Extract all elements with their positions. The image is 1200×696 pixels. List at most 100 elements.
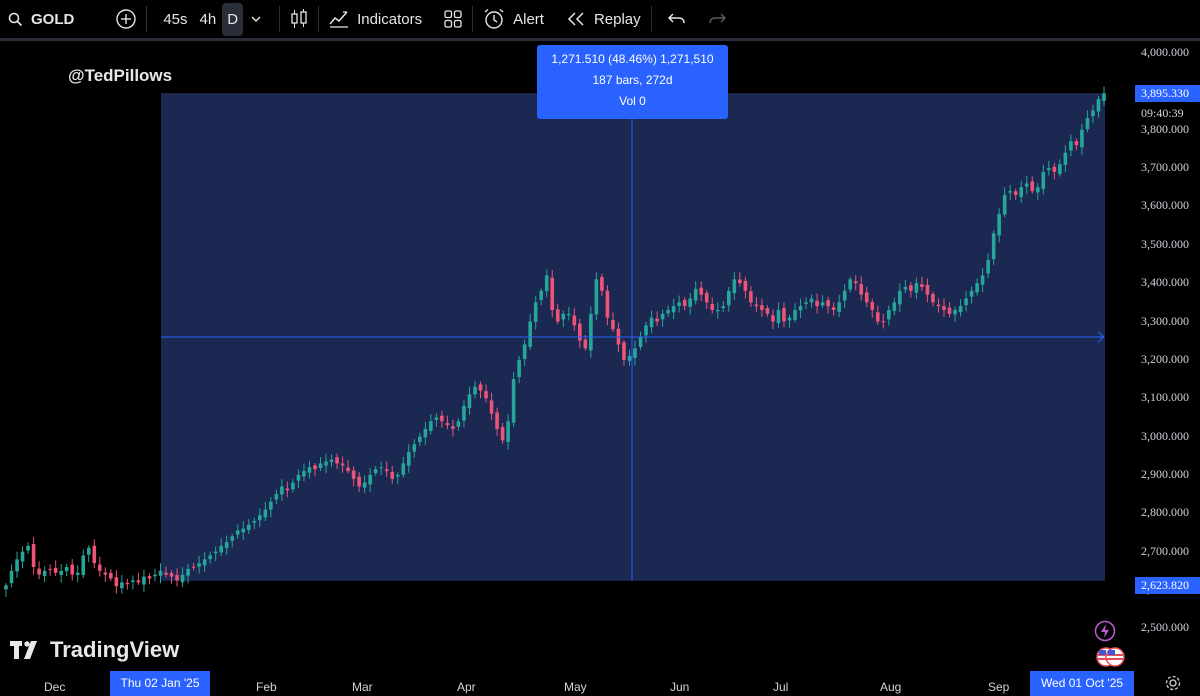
price-tick-label: 3,300.000: [1141, 313, 1189, 328]
candle-body: [953, 309, 957, 315]
candle-body: [958, 306, 963, 313]
interval-group: 45s 4h D: [157, 2, 269, 36]
candle-body: [677, 302, 681, 307]
indicators-icon: [329, 10, 349, 28]
candle-body: [142, 576, 146, 585]
toolbar-divider: [318, 6, 320, 32]
time-tick-label: Mar: [352, 680, 373, 694]
candlestick-icon: [290, 9, 308, 29]
flag-us-icon[interactable]: [1094, 647, 1126, 672]
replay-label: Replay: [593, 10, 641, 28]
candle-body: [842, 290, 847, 301]
candle-body: [64, 566, 69, 572]
undo-button[interactable]: [667, 12, 686, 26]
lightning-icon[interactable]: [1094, 620, 1116, 647]
alert-button[interactable]: Alert: [483, 8, 544, 30]
candle-body: [59, 570, 63, 575]
candle-body: [213, 551, 218, 554]
measure-change-text: 1,271.510 (48.46%) 1,271,510: [551, 52, 714, 66]
symbol-search[interactable]: GOLD: [8, 11, 74, 28]
candle-body: [749, 291, 753, 303]
rewind-icon: [566, 12, 586, 26]
candle-body: [517, 359, 521, 378]
toolbar-divider: [279, 6, 281, 32]
candle-body: [920, 284, 924, 287]
interval-4h[interactable]: 4h: [199, 10, 217, 28]
candle-body: [776, 309, 781, 324]
candle-body: [947, 307, 952, 314]
candle-body: [975, 283, 979, 293]
candle-body: [732, 279, 737, 294]
candle-body: [324, 461, 328, 466]
candle-body: [622, 342, 626, 360]
toolbar-divider: [472, 6, 474, 32]
redo-button[interactable]: [708, 12, 726, 26]
candle-body: [246, 524, 251, 530]
toolbar-divider: [146, 6, 148, 32]
candle-body: [263, 509, 268, 518]
price-tick-label: 3,600.000: [1141, 198, 1189, 213]
candle-body: [384, 469, 389, 472]
candle-body: [462, 405, 466, 421]
candle-body: [1063, 152, 1068, 165]
candle-body: [782, 308, 786, 322]
candle-body: [379, 467, 383, 469]
candle-body: [202, 559, 207, 566]
candle-body: [340, 463, 345, 466]
candle-body: [826, 300, 830, 307]
candle-body: [219, 545, 223, 553]
settings-gear-icon[interactable]: [1165, 675, 1181, 696]
tv-logo-icon: [10, 641, 44, 659]
price-tick-label: 2,900.000: [1141, 466, 1189, 481]
candle-body: [853, 281, 858, 284]
candle-body: [489, 400, 494, 414]
interval-d[interactable]: D: [222, 2, 244, 36]
alert-label: Alert: [513, 10, 544, 28]
candle-body: [914, 283, 919, 293]
top-toolbar: GOLD 45s 4h D Indicators Alert: [0, 0, 1200, 41]
grid-icon: [444, 10, 462, 28]
candle-body: [15, 559, 19, 572]
candle-body: [1035, 187, 1040, 193]
candle-body: [887, 309, 891, 320]
candle-body: [103, 572, 108, 575]
candle-body: [1013, 191, 1018, 195]
price-chart[interactable]: [0, 41, 1200, 671]
time-tick-label: Sep: [988, 680, 1010, 694]
interval-45s[interactable]: 45s: [163, 10, 188, 28]
candle-body: [362, 482, 367, 488]
replay-button[interactable]: Replay: [566, 11, 641, 28]
candle-body: [831, 307, 836, 310]
indicators-button[interactable]: Indicators: [329, 10, 422, 28]
price-tick-label: 3,000.000: [1141, 428, 1189, 443]
candle-body: [655, 318, 659, 322]
candles-layer: [4, 86, 1106, 597]
candle-body: [136, 580, 141, 583]
candle-body: [765, 308, 770, 314]
candle-body: [500, 427, 505, 441]
candle-body: [870, 302, 875, 310]
price-tick-label: 3,800.000: [1141, 121, 1189, 136]
candle-body: [760, 305, 764, 310]
candle-body: [578, 323, 582, 341]
time-tick-label: Jul: [773, 680, 789, 694]
countdown-label: 09:40:39: [1141, 106, 1184, 120]
price-tick-label: 4,000.000: [1141, 45, 1189, 59]
candle-body: [644, 325, 648, 336]
alarm-clock-icon: [483, 8, 505, 30]
candle-body: [285, 488, 290, 491]
indicators-label: Indicators: [357, 10, 423, 28]
candle-body: [258, 515, 262, 521]
chart-type-button[interactable]: [290, 9, 308, 29]
compare-button[interactable]: [116, 9, 137, 29]
candle-body: [809, 298, 814, 303]
layouts-button[interactable]: [444, 10, 462, 28]
candle-body: [478, 384, 483, 391]
candle-body: [164, 572, 168, 575]
candle-body: [1102, 93, 1106, 101]
chevron-down-icon[interactable]: [243, 16, 269, 22]
candle-body: [241, 528, 246, 533]
candle-body: [131, 580, 135, 582]
candle-body: [688, 298, 692, 307]
redo-icon: [708, 12, 726, 26]
